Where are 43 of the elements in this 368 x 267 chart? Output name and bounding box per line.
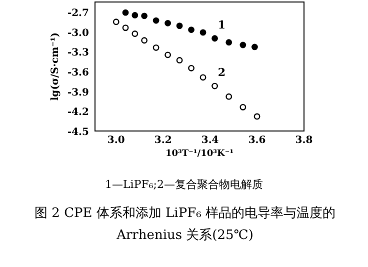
y-tick-label: -3.0 [67, 28, 90, 39]
point [240, 42, 246, 48]
point [141, 37, 148, 44]
series-label: 2 [218, 66, 226, 80]
y-tick-label: -3.9 [67, 87, 90, 98]
point [164, 20, 171, 26]
point [164, 52, 171, 58]
y-tick-label: -3.6 [67, 67, 90, 78]
y-tick-label: -2.7 [67, 8, 90, 19]
y-tick-label: -4.5 [67, 127, 90, 138]
point [176, 22, 183, 30]
text: 1—LiPF₆;2—复合聚合物电解质 [104, 177, 264, 192]
point [112, 18, 120, 26]
point [200, 74, 206, 81]
point [188, 64, 194, 72]
y-tick-label: -3.3 [67, 48, 90, 59]
point [212, 82, 218, 90]
series-label: 1 [218, 18, 226, 32]
x-axis-title: 10³T⁻¹/10³K⁻¹ [165, 149, 234, 159]
point [188, 26, 194, 33]
point [141, 12, 148, 20]
text: 图 2 CPE 体系和添加 LiPF₆ 样品的电导率与温度的 Arrhenius 关系(25℃) [34, 205, 336, 245]
point [152, 17, 160, 24]
point [122, 9, 129, 16]
point [200, 29, 206, 36]
y-axis-title: lg(σ/S·cm⁻¹) [50, 32, 61, 101]
point [240, 104, 246, 110]
point [122, 24, 129, 31]
point [176, 57, 183, 64]
x-tick-label: 3.0 [107, 135, 125, 146]
point [132, 12, 138, 18]
y-tick-label: -4.2 [67, 107, 90, 118]
point [212, 35, 218, 42]
point [226, 93, 232, 100]
x-tick-label: 3.8 [295, 135, 313, 146]
x-tick-label: 3.6 [248, 135, 266, 146]
point [152, 44, 160, 51]
point [226, 39, 232, 46]
point [132, 30, 138, 37]
x-tick-label: 3.2 [154, 135, 172, 146]
point [254, 113, 260, 120]
point [251, 44, 258, 50]
x-tick-label: 3.4 [201, 135, 219, 146]
